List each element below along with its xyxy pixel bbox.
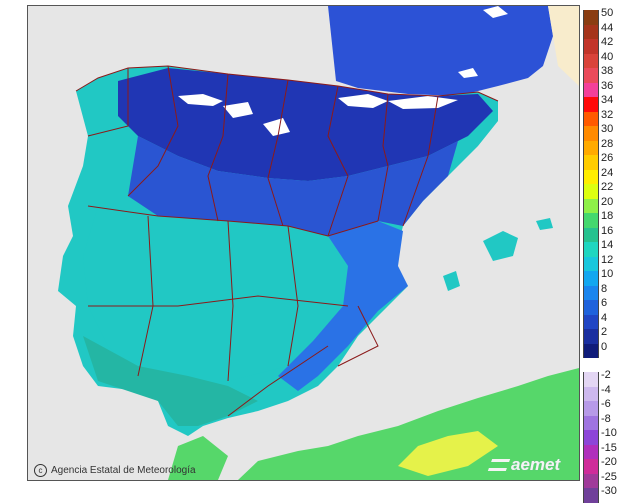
france-area xyxy=(328,6,553,96)
legend-label: 8 xyxy=(601,282,608,295)
legend-swatch xyxy=(583,10,599,25)
legend-label: 26 xyxy=(601,152,614,164)
legend-swatch xyxy=(583,300,599,315)
menorca xyxy=(536,218,553,230)
legend-swatch xyxy=(583,140,599,155)
legend-label: -30 xyxy=(601,485,617,497)
legend-swatch xyxy=(583,155,599,170)
southwest-region xyxy=(83,336,258,426)
legend-label: 28 xyxy=(601,137,614,150)
legend-label: 40 xyxy=(601,50,614,63)
legend-label: -6 xyxy=(601,398,611,410)
legend-label: 24 xyxy=(601,166,614,179)
legend-swatch xyxy=(583,372,599,387)
legend-label: -4 xyxy=(601,383,611,396)
legend-swatch xyxy=(583,126,599,141)
legend-label: -2 xyxy=(601,369,611,381)
legend-label: -25 xyxy=(601,470,617,483)
north-meseta xyxy=(128,136,458,236)
legend-swatch xyxy=(583,444,599,459)
legend-label: 10 xyxy=(601,268,614,280)
legend-swatch xyxy=(583,242,599,257)
legend-swatch xyxy=(583,213,599,228)
legend-label: 44 xyxy=(601,21,614,34)
legend-label: -15 xyxy=(601,441,617,454)
credit-text: Agencia Estatal de Meteorología xyxy=(51,465,196,476)
legend-swatch xyxy=(583,343,599,358)
africa-warm-zone xyxy=(398,431,498,476)
aemet-logo: aemet xyxy=(487,455,561,475)
legend-swatch xyxy=(583,111,599,126)
legend-swatch xyxy=(583,24,599,39)
legend-swatch xyxy=(583,415,599,430)
map-canvas xyxy=(28,6,579,480)
legend-label: 22 xyxy=(601,181,614,193)
legend-swatch xyxy=(583,256,599,271)
legend-label: -10 xyxy=(601,427,617,439)
legend-label: 14 xyxy=(601,239,614,251)
north-africa xyxy=(238,368,579,480)
africa-west-tip xyxy=(168,436,228,480)
legend-swatch xyxy=(583,488,599,503)
legend-label: 2 xyxy=(601,326,608,338)
copyright-icon: c xyxy=(34,464,47,477)
legend-swatch xyxy=(583,184,599,199)
legend-label: -20 xyxy=(601,456,617,468)
east-region xyxy=(278,221,408,391)
aemet-logo-text: aemet xyxy=(511,455,561,474)
legend-swatch xyxy=(583,68,599,83)
legend-label: 32 xyxy=(601,108,614,121)
province-borders xyxy=(75,65,499,417)
legend-swatch xyxy=(583,386,599,401)
legend-label: 6 xyxy=(601,297,608,309)
legend-swatch xyxy=(583,459,599,474)
central-plateau xyxy=(83,206,358,386)
legend-label: -8 xyxy=(601,412,611,425)
legend-swatch xyxy=(583,285,599,300)
legend-label: 34 xyxy=(601,94,614,106)
temperature-map xyxy=(27,5,580,481)
legend-swatch xyxy=(583,430,599,445)
legend-swatch xyxy=(583,401,599,416)
legend-label: 30 xyxy=(601,123,614,135)
legend-swatch xyxy=(583,473,599,488)
aemet-logo-mark-icon xyxy=(487,459,511,471)
legend-swatch xyxy=(583,82,599,97)
legend-label: 0 xyxy=(601,340,608,353)
legend-label: 12 xyxy=(601,253,614,266)
legend-swatch xyxy=(583,198,599,213)
legend-swatch xyxy=(583,271,599,286)
mallorca xyxy=(483,231,518,261)
legend-swatch xyxy=(583,227,599,242)
legend-label: 18 xyxy=(601,210,614,222)
legend-swatch xyxy=(583,329,599,344)
legend-label: 50 xyxy=(601,7,614,19)
legend-swatch xyxy=(583,53,599,68)
legend-label: 38 xyxy=(601,65,614,77)
top-right-corner xyxy=(548,6,579,86)
legend-swatch xyxy=(583,169,599,184)
legend-swatch xyxy=(583,39,599,54)
legend-label: 20 xyxy=(601,195,614,208)
snow-patches xyxy=(178,6,508,136)
legend-label: 4 xyxy=(601,311,608,324)
credit-line: c Agencia Estatal de Meteorología xyxy=(34,464,196,477)
legend-label: 36 xyxy=(601,79,614,92)
legend-label: 42 xyxy=(601,36,614,48)
temperature-legend: 50 44 42 40 38 36 34 32 30 28 26 24 22 20 18 16 14 12 10 8 6… xyxy=(583,7,629,503)
ibiza xyxy=(443,271,460,291)
legend-swatch xyxy=(583,314,599,329)
legend-label: 16 xyxy=(601,224,614,237)
legend-swatch xyxy=(583,97,599,112)
cantabrian-region xyxy=(118,68,493,181)
